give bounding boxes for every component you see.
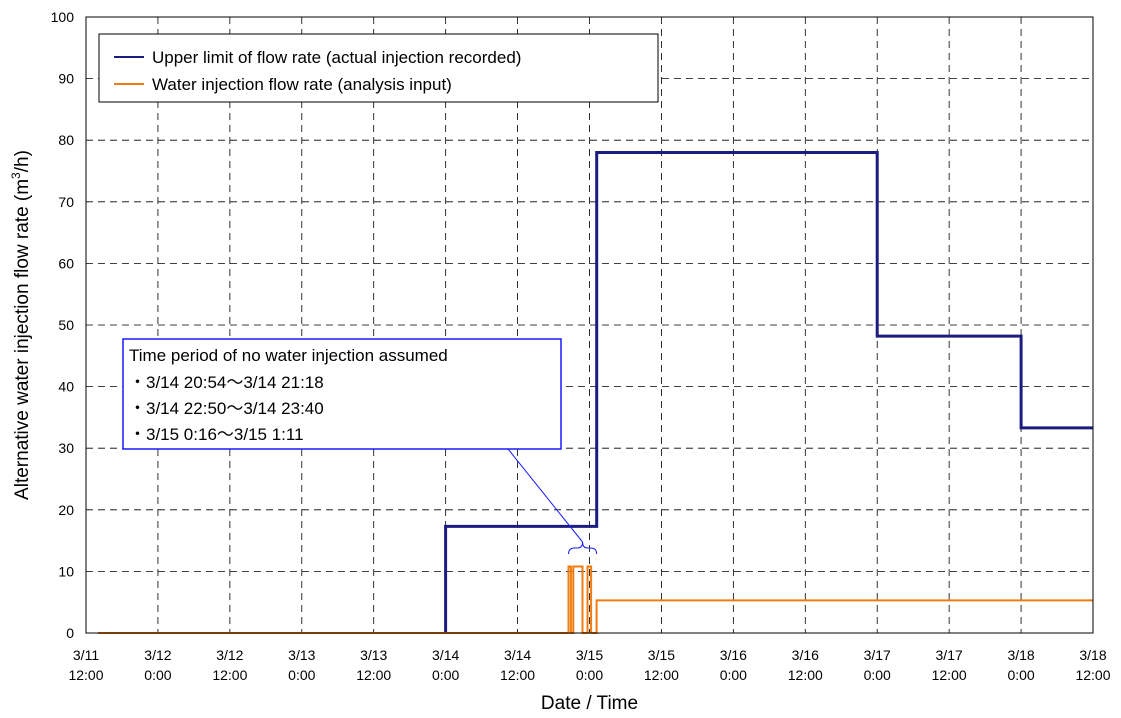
x-tick-label: 3/18 (1079, 647, 1106, 663)
series-line-upper-limit (444, 151, 1093, 633)
tick-labels: 0 10 20 30 40 50 60 70 80 90 100 3/11 12:00 3/12 0:00 3… (51, 9, 1111, 683)
x-tick-label: 0:00 (864, 667, 891, 683)
x-tick-label: 0:00 (288, 667, 315, 683)
annotation-items: ・3/14 20:54～3/14 21:18 ・3/14 22:50～3/14 2… (129, 373, 324, 444)
x-tick-label: 0:00 (432, 667, 459, 683)
plot-frame (85, 16, 1094, 634)
x-tick-label: 3/12 (216, 647, 243, 663)
x-tick-label: 0:00 (1007, 667, 1034, 683)
y-axis-title: Alternative water injection flow rate (m… (9, 150, 33, 500)
x-tick-label: 12:00 (644, 667, 679, 683)
x-tick-label: 12:00 (356, 667, 391, 683)
y-tick-label: 100 (51, 9, 75, 25)
annotation-item: ・3/14 22:50～3/14 23:40 (129, 399, 324, 418)
x-tick-label: 0:00 (576, 667, 603, 683)
annotation-item: ・3/15 0:16～3/15 1:11 (129, 425, 304, 444)
x-tick-label: 3/12 (144, 647, 171, 663)
x-tick-label: 12:00 (212, 667, 247, 683)
x-tick-label: 12:00 (788, 667, 823, 683)
legend-label-injection-flow: Water injection flow rate (analysis inpu… (152, 75, 452, 94)
y-tick-label: 20 (58, 502, 74, 518)
y-tick-label: 70 (58, 194, 74, 210)
y-axis-title-suffix: /h) (12, 150, 33, 172)
annotation-box (122, 338, 562, 450)
y-tick-label: 90 (58, 71, 74, 87)
x-tick-label: 3/17 (936, 647, 963, 663)
x-tick-label: 3/11 (73, 647, 99, 663)
y-axis-title-superscript: 3 (9, 172, 23, 179)
y-tick-label: 40 (58, 379, 74, 395)
x-tick-label: 3/16 (792, 647, 819, 663)
x-tick-label: 3/15 (648, 647, 675, 663)
annotation: Time period of no water injection assume… (122, 338, 598, 555)
x-tick-label: 0:00 (720, 667, 747, 683)
x-tick-label: 3/17 (864, 647, 891, 663)
x-tick-label: 0:00 (144, 667, 171, 683)
legend: Upper limit of flow rate (actual injecti… (98, 33, 659, 103)
annotation-title: Time period of no water injection assume… (129, 346, 448, 365)
x-tick-label: 3/14 (432, 647, 459, 663)
annotation-leader-line (507, 448, 583, 543)
x-tick-label: 3/16 (720, 647, 747, 663)
legend-box (98, 33, 659, 103)
legend-label-upper-limit: Upper limit of flow rate (actual injecti… (152, 48, 521, 67)
y-tick-label: 60 (58, 255, 74, 271)
y-tick-label: 30 (58, 440, 74, 456)
annotation-item: ・3/14 20:54～3/14 21:18 (129, 373, 324, 392)
x-tick-label: 12:00 (932, 667, 967, 683)
x-tick-label: 12:00 (500, 667, 535, 683)
grid (86, 17, 1093, 633)
y-axis-title-main: Alternative water injection flow rate (m (12, 179, 33, 500)
annotation-brace (568, 541, 598, 555)
x-tick-label: 12:00 (68, 667, 103, 683)
y-tick-label: 10 (58, 563, 74, 579)
x-tick-label: 3/13 (288, 647, 315, 663)
x-tick-label: 12:00 (1075, 667, 1110, 683)
y-tick-label: 50 (58, 317, 74, 333)
x-tick-label: 3/15 (576, 647, 603, 663)
y-tick-label: 0 (66, 625, 74, 641)
x-axis-title: Date / Time (541, 693, 638, 713)
x-tick-label: 3/14 (504, 647, 531, 663)
series-line-injection-flow (98, 565, 1093, 634)
x-tick-label: 3/13 (360, 647, 387, 663)
y-tick-label: 80 (58, 132, 74, 148)
x-tick-label: 3/18 (1007, 647, 1034, 663)
